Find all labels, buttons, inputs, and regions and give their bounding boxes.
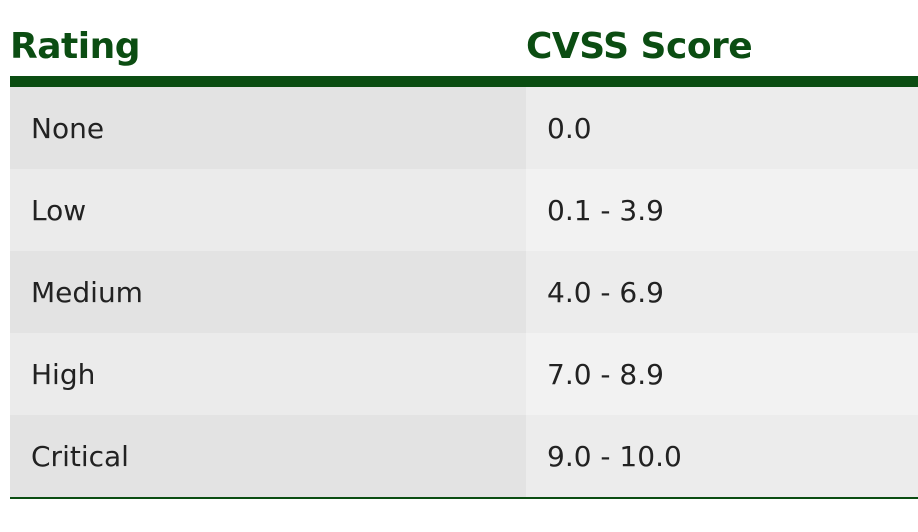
table-row: Medium 4.0 - 6.9 <box>10 251 918 333</box>
score-cell: 0.1 - 3.9 <box>526 169 918 251</box>
table-row: Critical 9.0 - 10.0 <box>10 415 918 497</box>
rating-cell: High <box>10 333 526 415</box>
cvss-rating-table: Rating CVSS Score None 0.0 Low 0.1 - 3.9… <box>10 18 918 499</box>
column-header-rating: Rating <box>10 26 140 67</box>
rating-cell: None <box>10 87 526 169</box>
table-row: None 0.0 <box>10 87 918 169</box>
table-header: Rating CVSS Score <box>10 18 918 87</box>
score-cell: 7.0 - 8.9 <box>526 333 918 415</box>
rating-cell: Low <box>10 169 526 251</box>
table-bottom-rule <box>10 497 918 499</box>
rating-cell: Medium <box>10 251 526 333</box>
rating-cell: Critical <box>10 415 526 497</box>
score-cell: 0.0 <box>526 87 918 169</box>
table-row: High 7.0 - 8.9 <box>10 333 918 415</box>
score-cell: 4.0 - 6.9 <box>526 251 918 333</box>
table-row: Low 0.1 - 3.9 <box>10 169 918 251</box>
column-header-cvss-score: CVSS Score <box>526 26 753 67</box>
score-cell: 9.0 - 10.0 <box>526 415 918 497</box>
